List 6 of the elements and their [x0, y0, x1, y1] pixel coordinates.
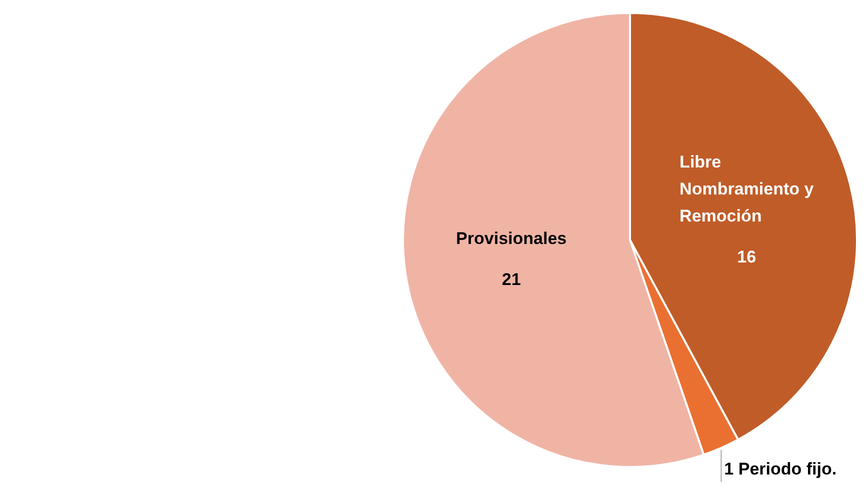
slice-label: Libre Nombramiento y Remoción — [680, 152, 814, 226]
data-label: 1 — [724, 460, 734, 479]
data-label: 16 — [737, 248, 756, 267]
slice-label: Periodo fijo. — [738, 460, 837, 479]
slice-label: Provisionales — [456, 228, 567, 248]
data-label: 21 — [502, 270, 521, 289]
